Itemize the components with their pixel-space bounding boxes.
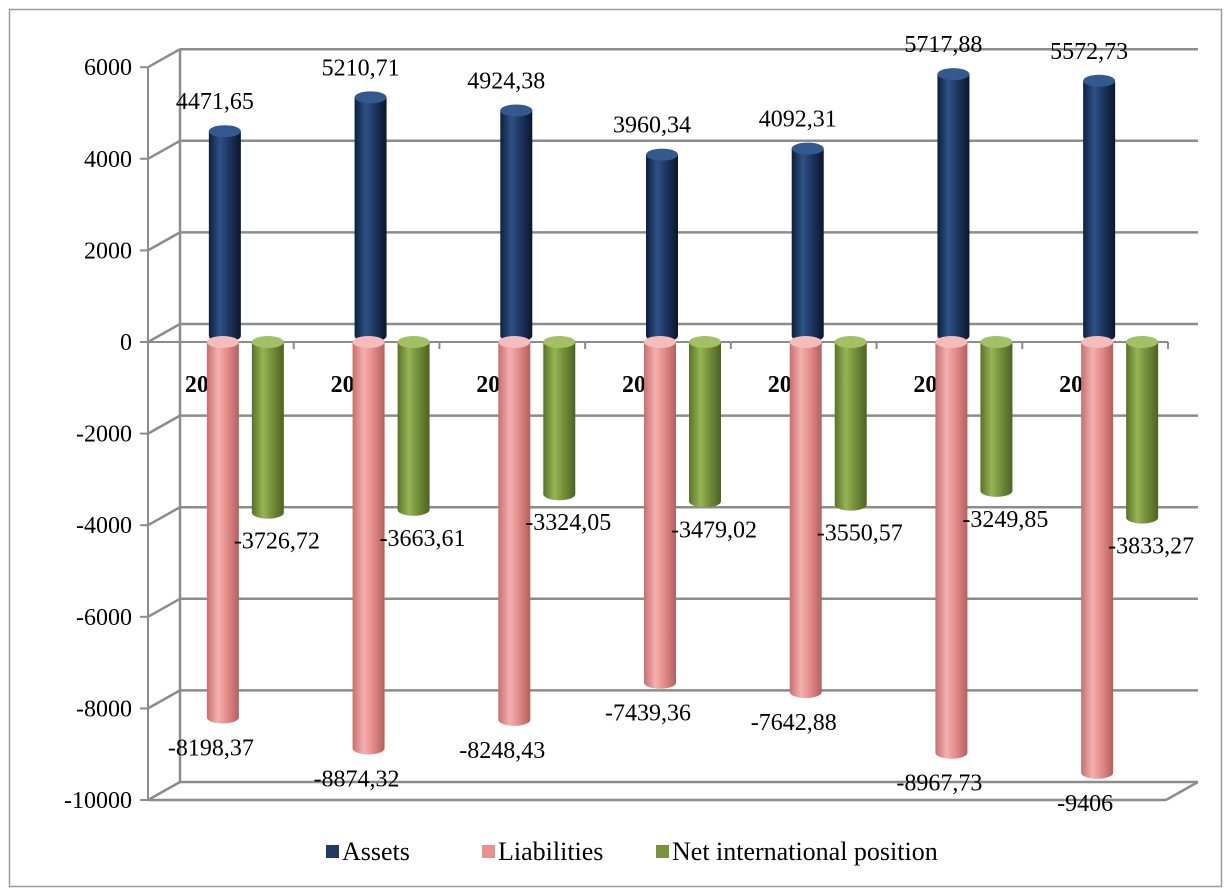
legend-swatch xyxy=(482,845,495,858)
data-label-liabilities: -8248,43 xyxy=(459,738,545,764)
data-label-net-position: -3324,05 xyxy=(525,510,611,536)
legend-label: Liabilities xyxy=(498,837,603,866)
data-label-liabilities: -7439,36 xyxy=(605,701,691,727)
assets-bar xyxy=(646,148,678,342)
liabilities-bar xyxy=(206,336,239,724)
legend-item-liabilities: Liabilities xyxy=(482,837,603,866)
net-position-bar xyxy=(1126,336,1159,524)
data-label-net-position: -3249,85 xyxy=(962,507,1048,533)
y-tick-label: 4000 xyxy=(84,147,132,173)
data-label-liabilities: -8198,37 xyxy=(168,735,254,761)
data-label-assets: 5210,71 xyxy=(322,55,400,81)
assets-bar xyxy=(354,91,387,342)
liabilities-bar xyxy=(1081,336,1114,779)
assets-bar xyxy=(791,142,824,342)
data-labels: 4471,65 -8198,37 -3726,72 5210,71 -8874,32 -3… xyxy=(168,32,1194,817)
y-tick-label: -6000 xyxy=(76,605,132,631)
legend-item-net-position: Net international position xyxy=(656,837,938,866)
legend-item-assets: Assets xyxy=(326,837,410,866)
liabilities-bar xyxy=(935,336,968,759)
y-tick-label: 0 xyxy=(120,330,132,356)
gridline-diagonal xyxy=(147,322,181,344)
data-label-assets: 3960,34 xyxy=(613,113,691,139)
data-label-net-position: -3550,57 xyxy=(817,521,903,547)
data-label-liabilities: -8967,73 xyxy=(896,771,982,797)
gridline-diagonal xyxy=(147,231,181,252)
data-label-net-position: -3479,02 xyxy=(671,517,757,543)
legend-label: Net international position xyxy=(672,837,938,866)
liabilities-bar xyxy=(644,336,676,689)
y-tick-label: -8000 xyxy=(76,696,132,722)
y-tick-label: -10000 xyxy=(64,788,132,814)
data-label-liabilities: -7642,88 xyxy=(751,710,837,736)
data-label-assets: 5572,73 xyxy=(1050,39,1128,65)
data-label-assets: 5717,88 xyxy=(904,32,982,58)
gridline-diagonal xyxy=(147,780,181,802)
liabilities-bar xyxy=(498,336,531,726)
data-label-assets: 4471,65 xyxy=(176,89,254,115)
net-position-bar xyxy=(689,336,721,508)
data-label-assets: 4092,31 xyxy=(759,107,837,133)
data-label-assets: 4924,38 xyxy=(467,68,545,94)
assets-bar xyxy=(1083,74,1116,342)
y-tick-label: 2000 xyxy=(84,238,132,264)
gridline-diagonal xyxy=(147,48,181,69)
net-position-bar xyxy=(251,336,284,519)
assets-bar xyxy=(208,125,241,342)
net-position-bar xyxy=(397,336,430,516)
assets-bar xyxy=(937,68,970,342)
data-label-liabilities: -9406 xyxy=(1057,791,1113,817)
y-tick-label: -4000 xyxy=(76,513,132,539)
y-tick-label: -2000 xyxy=(76,422,132,448)
legend: Assets Liabilities Net international posit… xyxy=(326,837,938,866)
net-position-bar xyxy=(543,336,576,501)
data-label-net-position: -3663,61 xyxy=(380,526,466,552)
gridline-diagonal xyxy=(147,689,181,710)
gridline-diagonal xyxy=(147,506,181,527)
gridline-diagonal xyxy=(147,414,181,435)
assets-bar xyxy=(500,104,533,342)
gridline-diagonal xyxy=(147,597,181,618)
net-position-bar xyxy=(980,336,1013,497)
legend-swatch xyxy=(326,845,339,858)
legend-label: Assets xyxy=(342,837,410,866)
floor-side-edge xyxy=(1165,780,1199,802)
liabilities-bar xyxy=(352,336,385,755)
data-label-liabilities: -8874,32 xyxy=(314,766,400,792)
plot-area: 2012201320142015201620172018 xyxy=(185,68,1159,779)
data-label-net-position: -3726,72 xyxy=(234,529,320,555)
gridline-diagonal xyxy=(147,139,181,160)
legend-swatch xyxy=(656,845,669,858)
liabilities-bar xyxy=(789,336,822,699)
net-position-bar xyxy=(834,336,867,511)
y-tick-label: 6000 xyxy=(84,55,132,81)
data-label-net-position: -3833,27 xyxy=(1108,534,1194,560)
